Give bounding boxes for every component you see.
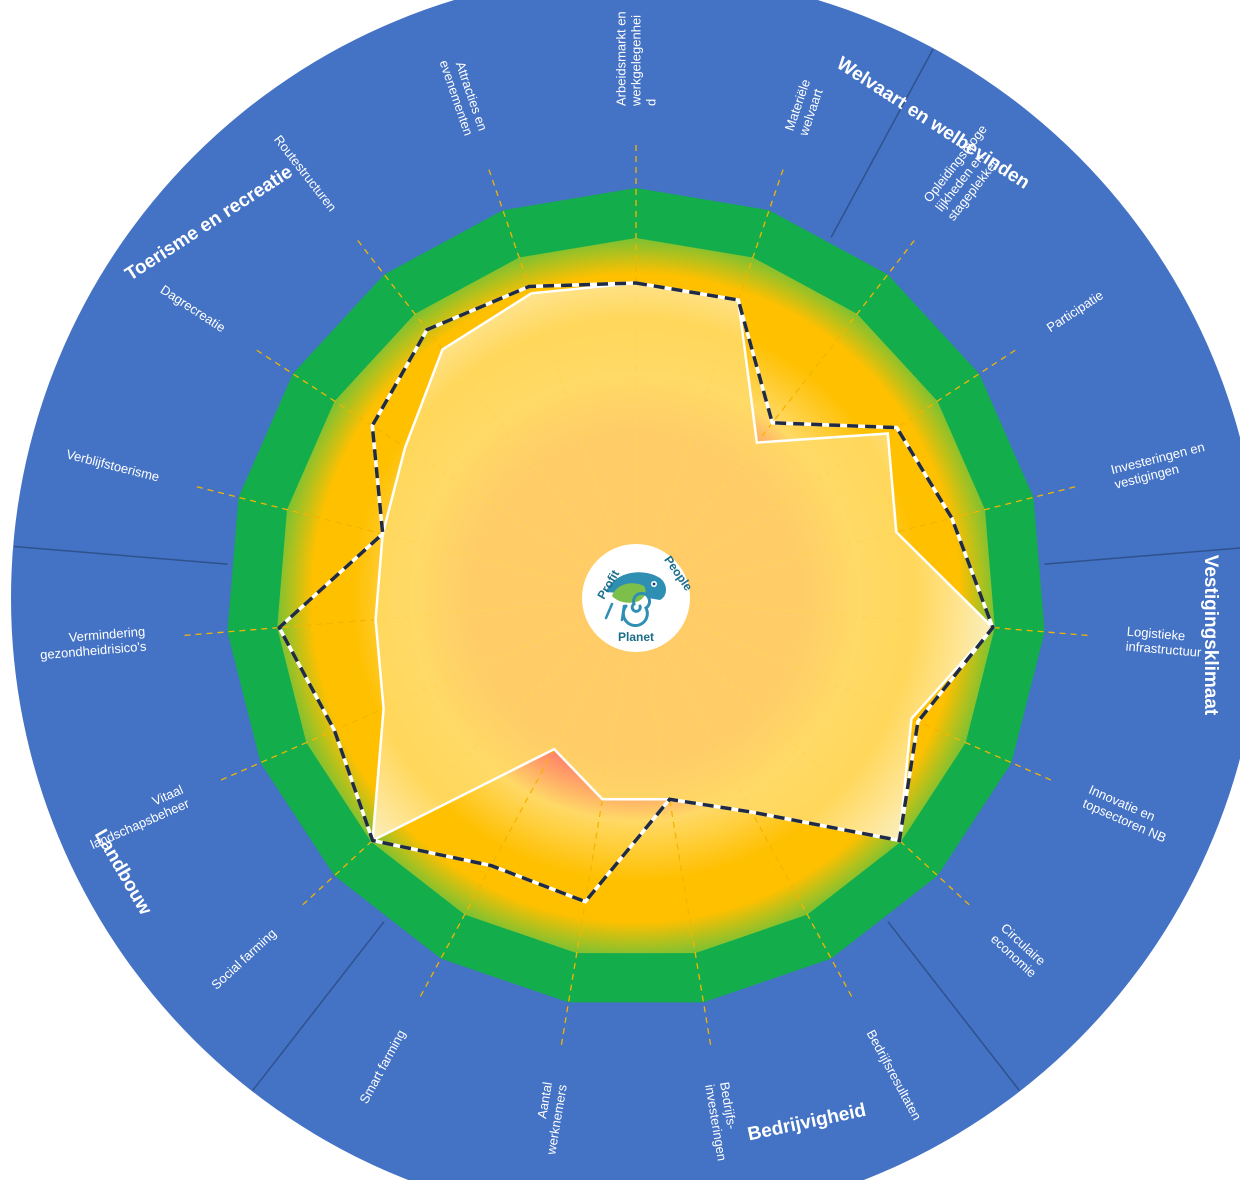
- target-score-line: [277, 281, 995, 904]
- target-line-dashes: [277, 281, 995, 904]
- profit-people-planet-logo: Profit People Planet: [582, 544, 696, 652]
- section-dividers: [14, 48, 1240, 1091]
- category-label: Logistiekeinfrastructuur: [1125, 624, 1204, 660]
- chameleon-icon: [604, 572, 666, 627]
- section-divider: [830, 48, 934, 238]
- actual-score-outline: [371, 281, 995, 843]
- logo-planet-text: Planet: [618, 630, 654, 644]
- section-divider: [252, 921, 385, 1091]
- section-divider: [14, 545, 228, 565]
- actual-score-highlight: [372, 283, 993, 841]
- section-divider: [1044, 547, 1240, 565]
- category-label: Arbeidsmarkt enwerkgelegenheid: [614, 11, 659, 107]
- section-divider: [887, 921, 1020, 1091]
- section-title-vestigingsklimaat: Vestigingsklimaat: [1200, 555, 1221, 716]
- actual-score-area: [371, 281, 995, 843]
